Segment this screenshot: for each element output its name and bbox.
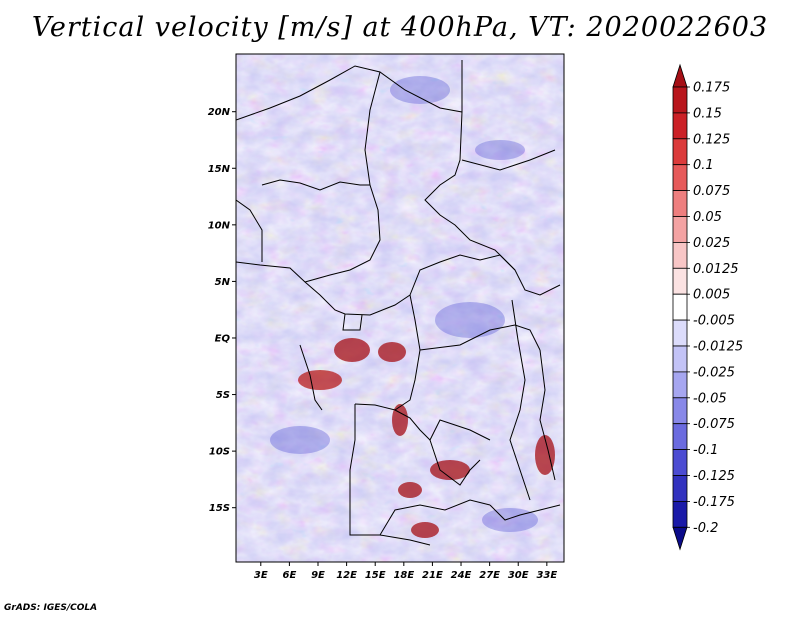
longitude-axis: 3E 6E 9E 12E 15E 18E 21E 24E 27E 30E 33E <box>254 562 557 581</box>
lon-tick-label: 27E <box>479 570 500 581</box>
lat-tick-label: 5S <box>216 390 230 401</box>
lat-tick-label: 20N <box>208 107 231 118</box>
country-borders <box>236 60 561 546</box>
lon-tick-label: 21E <box>422 570 443 581</box>
colorbar-label: -0.025 <box>693 365 735 380</box>
subsidence-patches <box>270 76 538 532</box>
lon-tick-label: 24E <box>451 570 472 581</box>
colorbar-label: -0.175 <box>693 495 735 510</box>
lon-tick-label: 18E <box>393 570 414 581</box>
lat-tick-label: 15N <box>208 164 231 175</box>
colorbar: 0.175 0.15 0.125 0.1 0.075 0.05 0.025 0.0125 0.0… <box>672 63 743 551</box>
colorbar-swatch <box>672 138 688 166</box>
colorbar-swatch <box>672 397 688 425</box>
map-frame <box>235 53 565 563</box>
colorbar-label: -0.125 <box>693 469 735 484</box>
lon-tick-label: 3E <box>254 570 268 581</box>
colorbar-swatch <box>672 371 688 399</box>
colorbar-label: 0.05 <box>693 210 722 225</box>
colorbar-swatch <box>672 86 688 114</box>
credit-label: GrADS: IGES/COLA <box>4 603 98 613</box>
colorbar-swatch <box>672 293 688 321</box>
colorbar-swatch <box>672 164 688 191</box>
lon-tick-label: 6E <box>282 570 296 581</box>
colorbar-label: -0.075 <box>693 417 735 432</box>
lat-tick-label: 10N <box>208 220 231 231</box>
lat-tick-label: EQ <box>215 333 231 344</box>
convection-hotspots <box>298 338 555 538</box>
colorbar-label: -0.2 <box>693 521 718 536</box>
lon-tick-label: 30E <box>508 570 529 581</box>
colorbar-swatch <box>672 475 688 502</box>
colorbar-label: -0.1 <box>693 443 718 458</box>
lat-tick-label: 15S <box>209 503 230 514</box>
colorbar-swatch <box>672 190 688 217</box>
lon-tick-label: 15E <box>365 570 386 581</box>
colorbar-swatch <box>672 319 688 347</box>
colorbar-top-triangle <box>672 63 688 88</box>
colorbar-swatch <box>672 241 688 269</box>
lon-tick-label: 9E <box>311 570 325 581</box>
colorbar-label: -0.05 <box>693 391 727 406</box>
colorbar-label: 0.005 <box>693 288 730 303</box>
colorbar-bottom-triangle <box>672 526 688 551</box>
colorbar-label: 0.0125 <box>693 262 739 277</box>
colorbar-swatch <box>672 423 688 451</box>
colorbar-label: -0.005 <box>693 314 735 329</box>
colorbar-label: 0.15 <box>693 106 722 121</box>
colorbar-label: 0.175 <box>693 81 730 96</box>
colorbar-swatch <box>672 216 688 243</box>
colorbar-label: 0.025 <box>693 236 730 251</box>
colorbar-label: 0.075 <box>693 184 730 199</box>
colorbar-swatch <box>672 449 688 476</box>
lat-tick-label: 10S <box>209 447 230 458</box>
map-field <box>236 54 564 562</box>
colorbar-swatch <box>672 500 688 528</box>
lat-tick-label: 5N <box>215 277 231 288</box>
colorbar-label: 0.1 <box>693 158 714 173</box>
colorbar-label: -0.0125 <box>693 340 743 355</box>
chart-title: Vertical velocity [m/s] at 400hPa, VT: 2… <box>31 12 769 43</box>
colorbar-swatch <box>672 267 688 295</box>
colorbar-swatch <box>672 112 688 140</box>
lon-tick-label: 12E <box>336 570 357 581</box>
colorbar-label: 0.125 <box>693 132 730 147</box>
lon-tick-label: 33E <box>536 570 557 581</box>
colorbar-swatch <box>672 345 688 373</box>
latitude-axis: 20N 15N 10N 5N EQ 5S 10S 15S <box>208 107 236 514</box>
